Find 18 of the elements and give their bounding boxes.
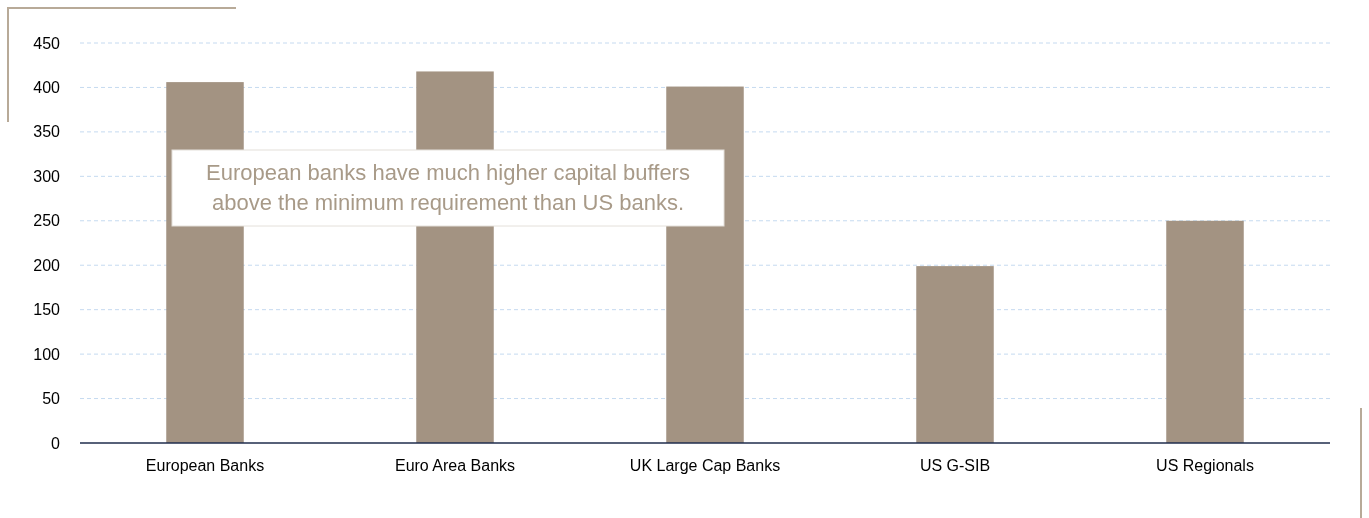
bar <box>1166 220 1244 443</box>
annotation: European banks have much higher capital buffers above the minimum requirement than US banks. <box>206 160 690 215</box>
y-tick-label: 350 <box>33 123 61 141</box>
y-tick-label: 250 <box>33 212 61 230</box>
x-tick-label: UK Large Cap Banks <box>629 457 781 474</box>
y-tick-label: 150 <box>33 301 61 319</box>
x-tick-label: European Banks <box>145 457 265 474</box>
y-tick-label: 100 <box>33 345 61 363</box>
x-tick-label: US Regionals <box>1156 457 1254 474</box>
y-tick-label: 450 <box>33 34 61 52</box>
y-tick-label: 200 <box>33 256 61 274</box>
x-tick-label: US G-SIB <box>919 457 991 474</box>
bar <box>916 266 994 443</box>
x-tick-label: Euro Area Banks <box>394 457 516 474</box>
y-tick-label: 300 <box>33 167 61 185</box>
y-tick-label: 400 <box>33 79 61 97</box>
y-tick-label: 0 <box>51 434 61 452</box>
y-tick-label: 50 <box>42 390 61 408</box>
